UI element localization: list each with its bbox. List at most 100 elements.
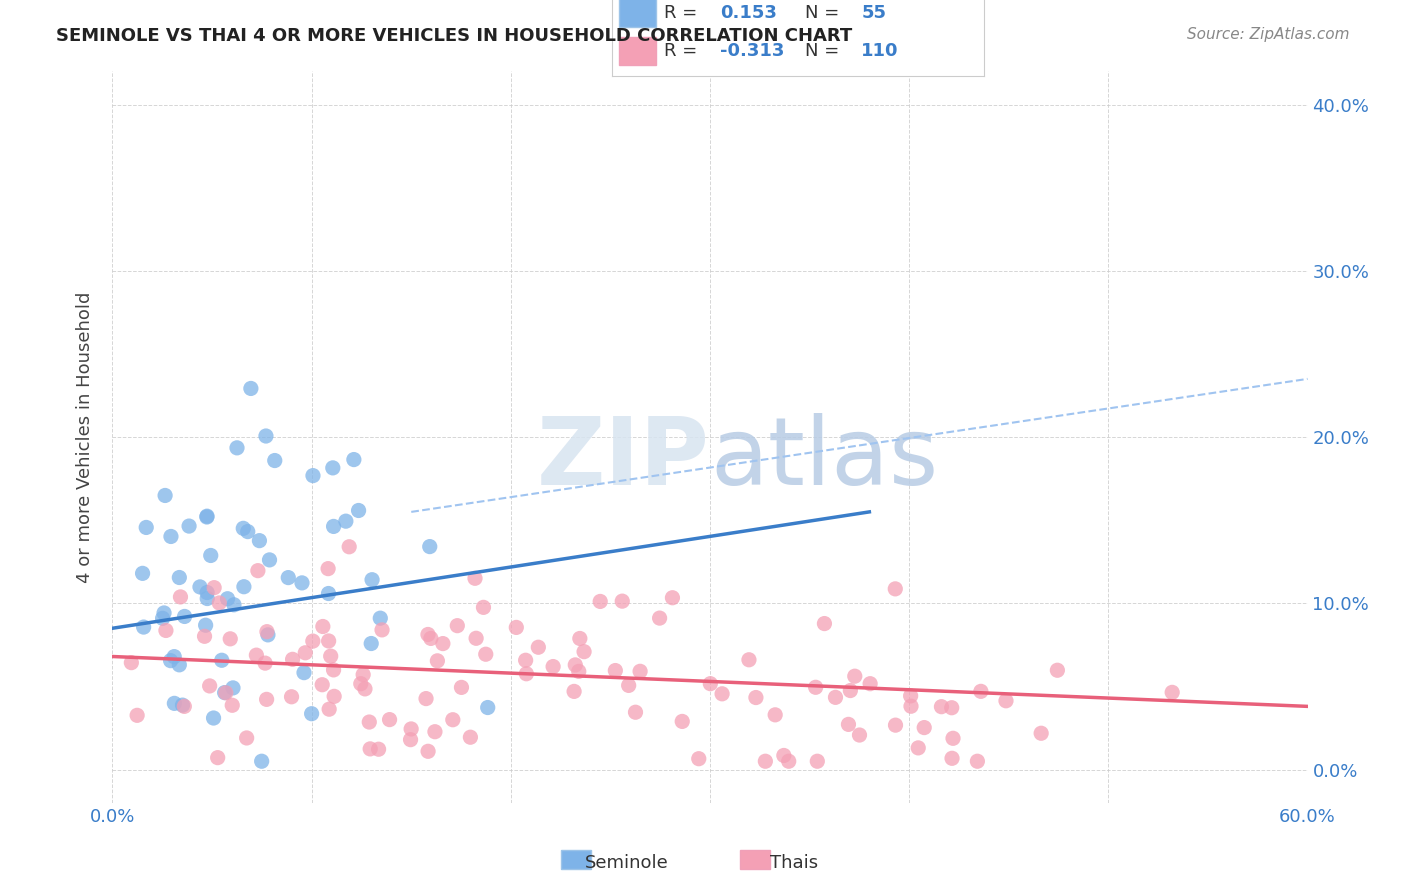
Text: R =: R =	[664, 4, 703, 22]
Point	[738, 653, 761, 667]
Point	[371, 623, 394, 637]
Point	[232, 521, 254, 535]
Text: Source: ZipAtlas.com: Source: ZipAtlas.com	[1187, 27, 1350, 42]
Point	[257, 628, 280, 642]
Point	[661, 591, 683, 605]
Point	[254, 429, 277, 443]
Point	[942, 731, 965, 746]
Point	[564, 657, 586, 672]
Point	[900, 689, 922, 703]
Point	[343, 452, 366, 467]
Point	[323, 690, 346, 704]
Point	[172, 698, 194, 712]
Point	[169, 657, 191, 672]
Point	[153, 606, 176, 620]
Point	[941, 700, 963, 714]
Point	[194, 618, 217, 632]
Point	[239, 381, 262, 395]
Point	[131, 566, 153, 581]
Point	[1031, 726, 1053, 740]
Point	[859, 676, 882, 690]
Point	[460, 730, 482, 744]
Point	[515, 666, 537, 681]
Point	[132, 620, 155, 634]
Point	[177, 519, 200, 533]
Point	[301, 634, 323, 648]
Point	[912, 721, 935, 735]
Point	[259, 553, 281, 567]
Point	[214, 685, 236, 699]
Point	[263, 453, 285, 467]
Point	[354, 681, 377, 696]
Point	[1161, 685, 1184, 699]
Point	[648, 611, 671, 625]
Point	[432, 637, 454, 651]
Point	[163, 649, 186, 664]
Point	[568, 665, 591, 679]
Point	[232, 580, 254, 594]
Text: N =: N =	[806, 42, 845, 60]
Point	[152, 611, 174, 625]
Point	[318, 586, 340, 600]
Point	[322, 663, 344, 677]
Point	[207, 750, 229, 764]
Point	[135, 520, 157, 534]
Point	[423, 724, 446, 739]
Y-axis label: 4 or more Vehicles in Household: 4 or more Vehicles in Household	[76, 292, 94, 582]
Point	[624, 705, 647, 719]
Point	[198, 679, 221, 693]
Point	[120, 656, 142, 670]
Point	[628, 665, 651, 679]
Point	[322, 519, 344, 533]
Point	[250, 754, 273, 768]
Point	[1046, 663, 1069, 677]
Point	[994, 694, 1017, 708]
Text: -0.313: -0.313	[720, 42, 785, 60]
Point	[839, 683, 862, 698]
Text: 0.153: 0.153	[720, 4, 776, 22]
Point	[688, 752, 710, 766]
Point	[806, 754, 828, 768]
Point	[202, 711, 225, 725]
Point	[222, 598, 245, 612]
Point	[311, 678, 333, 692]
Point	[222, 681, 245, 695]
Text: atlas: atlas	[710, 413, 938, 505]
Point	[907, 740, 929, 755]
Point	[824, 690, 846, 705]
Point	[515, 653, 537, 667]
Point	[419, 540, 441, 554]
Point	[711, 687, 734, 701]
Point	[302, 468, 325, 483]
Point	[319, 649, 342, 664]
Point	[359, 714, 381, 729]
Point	[291, 575, 314, 590]
Text: N =: N =	[806, 4, 845, 22]
Point	[236, 524, 259, 539]
Point	[254, 656, 277, 670]
Text: 110: 110	[862, 42, 898, 60]
Point	[280, 690, 302, 704]
Point	[127, 708, 149, 723]
Point	[416, 627, 439, 641]
Point	[754, 754, 776, 768]
Point	[208, 596, 231, 610]
Point	[884, 718, 907, 732]
Point	[281, 652, 304, 666]
Point	[292, 665, 315, 680]
Point	[612, 594, 634, 608]
Point	[617, 678, 640, 692]
Point	[450, 681, 472, 695]
Point	[155, 624, 177, 638]
Point	[246, 564, 269, 578]
Point	[318, 634, 340, 648]
Point	[195, 509, 218, 524]
Point	[350, 677, 373, 691]
Point	[160, 529, 183, 543]
Point	[193, 629, 215, 643]
Point	[378, 713, 401, 727]
Point	[173, 609, 195, 624]
Point	[589, 594, 612, 608]
Text: SEMINOLE VS THAI 4 OR MORE VEHICLES IN HOUSEHOLD CORRELATION CHART: SEMINOLE VS THAI 4 OR MORE VEHICLES IN H…	[56, 27, 852, 45]
Point	[347, 503, 370, 517]
